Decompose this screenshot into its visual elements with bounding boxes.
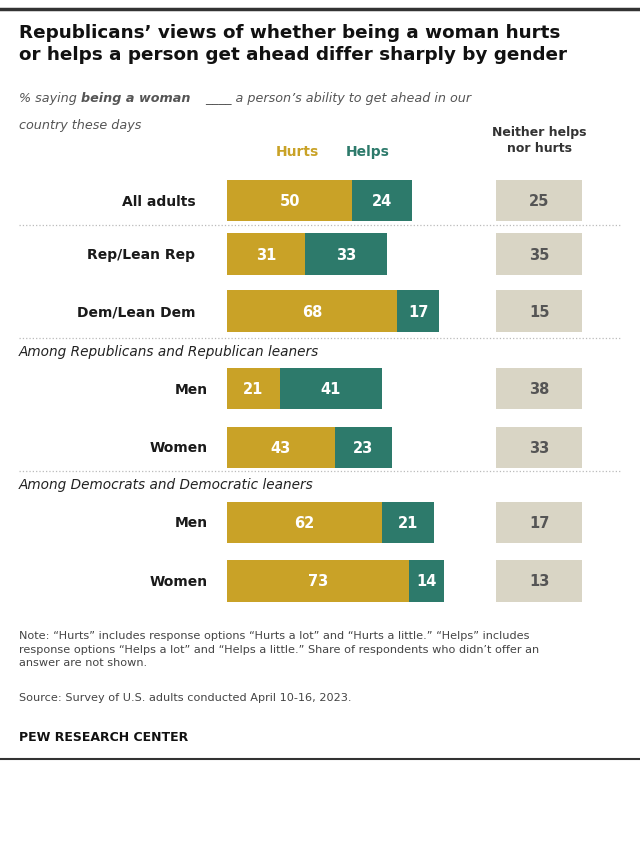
FancyBboxPatch shape (496, 181, 582, 222)
FancyBboxPatch shape (227, 369, 280, 410)
FancyBboxPatch shape (227, 561, 410, 602)
FancyBboxPatch shape (496, 502, 582, 543)
FancyBboxPatch shape (227, 427, 335, 468)
Text: 17: 17 (529, 515, 549, 530)
Text: 43: 43 (271, 440, 291, 455)
Text: 73: 73 (308, 573, 328, 589)
FancyBboxPatch shape (496, 427, 582, 468)
Text: Among Republicans and Republican leaners: Among Republicans and Republican leaners (19, 344, 319, 358)
Text: 41: 41 (321, 381, 341, 397)
Text: Women: Women (150, 574, 208, 588)
Text: Hurts: Hurts (276, 145, 319, 158)
Text: 13: 13 (529, 573, 549, 589)
Text: Women: Women (150, 441, 208, 455)
Text: Men: Men (175, 382, 208, 396)
Text: 35: 35 (529, 247, 549, 263)
Text: % saying: % saying (19, 92, 81, 105)
Text: 15: 15 (529, 304, 550, 319)
Text: All adults: All adults (122, 195, 195, 208)
FancyBboxPatch shape (496, 369, 582, 410)
Text: 23: 23 (353, 440, 373, 455)
Text: country these days: country these days (19, 119, 141, 132)
Text: Dem/Lean Dem: Dem/Lean Dem (77, 305, 195, 319)
Text: PEW RESEARCH CENTER: PEW RESEARCH CENTER (19, 730, 188, 743)
Text: 33: 33 (335, 247, 356, 263)
FancyBboxPatch shape (410, 561, 444, 602)
FancyBboxPatch shape (305, 234, 387, 276)
Text: 14: 14 (417, 573, 437, 589)
Text: 17: 17 (408, 304, 428, 319)
FancyBboxPatch shape (496, 234, 582, 276)
Text: Men: Men (175, 516, 208, 530)
Text: Note: “Hurts” includes response options “Hurts a lot” and “Hurts a little.” “Hel: Note: “Hurts” includes response options … (19, 630, 540, 667)
FancyBboxPatch shape (227, 234, 305, 276)
Text: 21: 21 (243, 381, 264, 397)
FancyBboxPatch shape (496, 561, 582, 602)
Text: 24: 24 (372, 194, 392, 209)
Text: 25: 25 (529, 194, 549, 209)
FancyBboxPatch shape (227, 502, 382, 543)
Text: Among Democrats and Democratic leaners: Among Democrats and Democratic leaners (19, 478, 314, 492)
Text: Helps: Helps (346, 145, 390, 158)
FancyBboxPatch shape (496, 291, 582, 332)
Text: 38: 38 (529, 381, 549, 397)
Text: 68: 68 (302, 304, 323, 319)
FancyBboxPatch shape (382, 502, 435, 543)
Text: Rep/Lean Rep: Rep/Lean Rep (87, 248, 195, 262)
FancyBboxPatch shape (227, 291, 397, 332)
Text: Neither helps
nor hurts: Neither helps nor hurts (492, 126, 587, 155)
FancyBboxPatch shape (397, 291, 440, 332)
Text: 62: 62 (294, 515, 315, 530)
FancyBboxPatch shape (352, 181, 412, 222)
Text: 33: 33 (529, 440, 549, 455)
Text: 21: 21 (398, 515, 419, 530)
Text: Republicans’ views of whether being a woman hurts
or helps a person get ahead di: Republicans’ views of whether being a wo… (19, 24, 567, 64)
Text: Source: Survey of U.S. adults conducted April 10-16, 2023.: Source: Survey of U.S. adults conducted … (19, 692, 352, 703)
FancyBboxPatch shape (280, 369, 382, 410)
Text: 50: 50 (279, 194, 300, 209)
Text: ____ a person’s ability to get ahead in our: ____ a person’s ability to get ahead in … (202, 92, 471, 105)
FancyBboxPatch shape (335, 427, 392, 468)
Text: being a woman: being a woman (81, 92, 191, 105)
FancyBboxPatch shape (227, 181, 352, 222)
Text: 31: 31 (256, 247, 276, 263)
